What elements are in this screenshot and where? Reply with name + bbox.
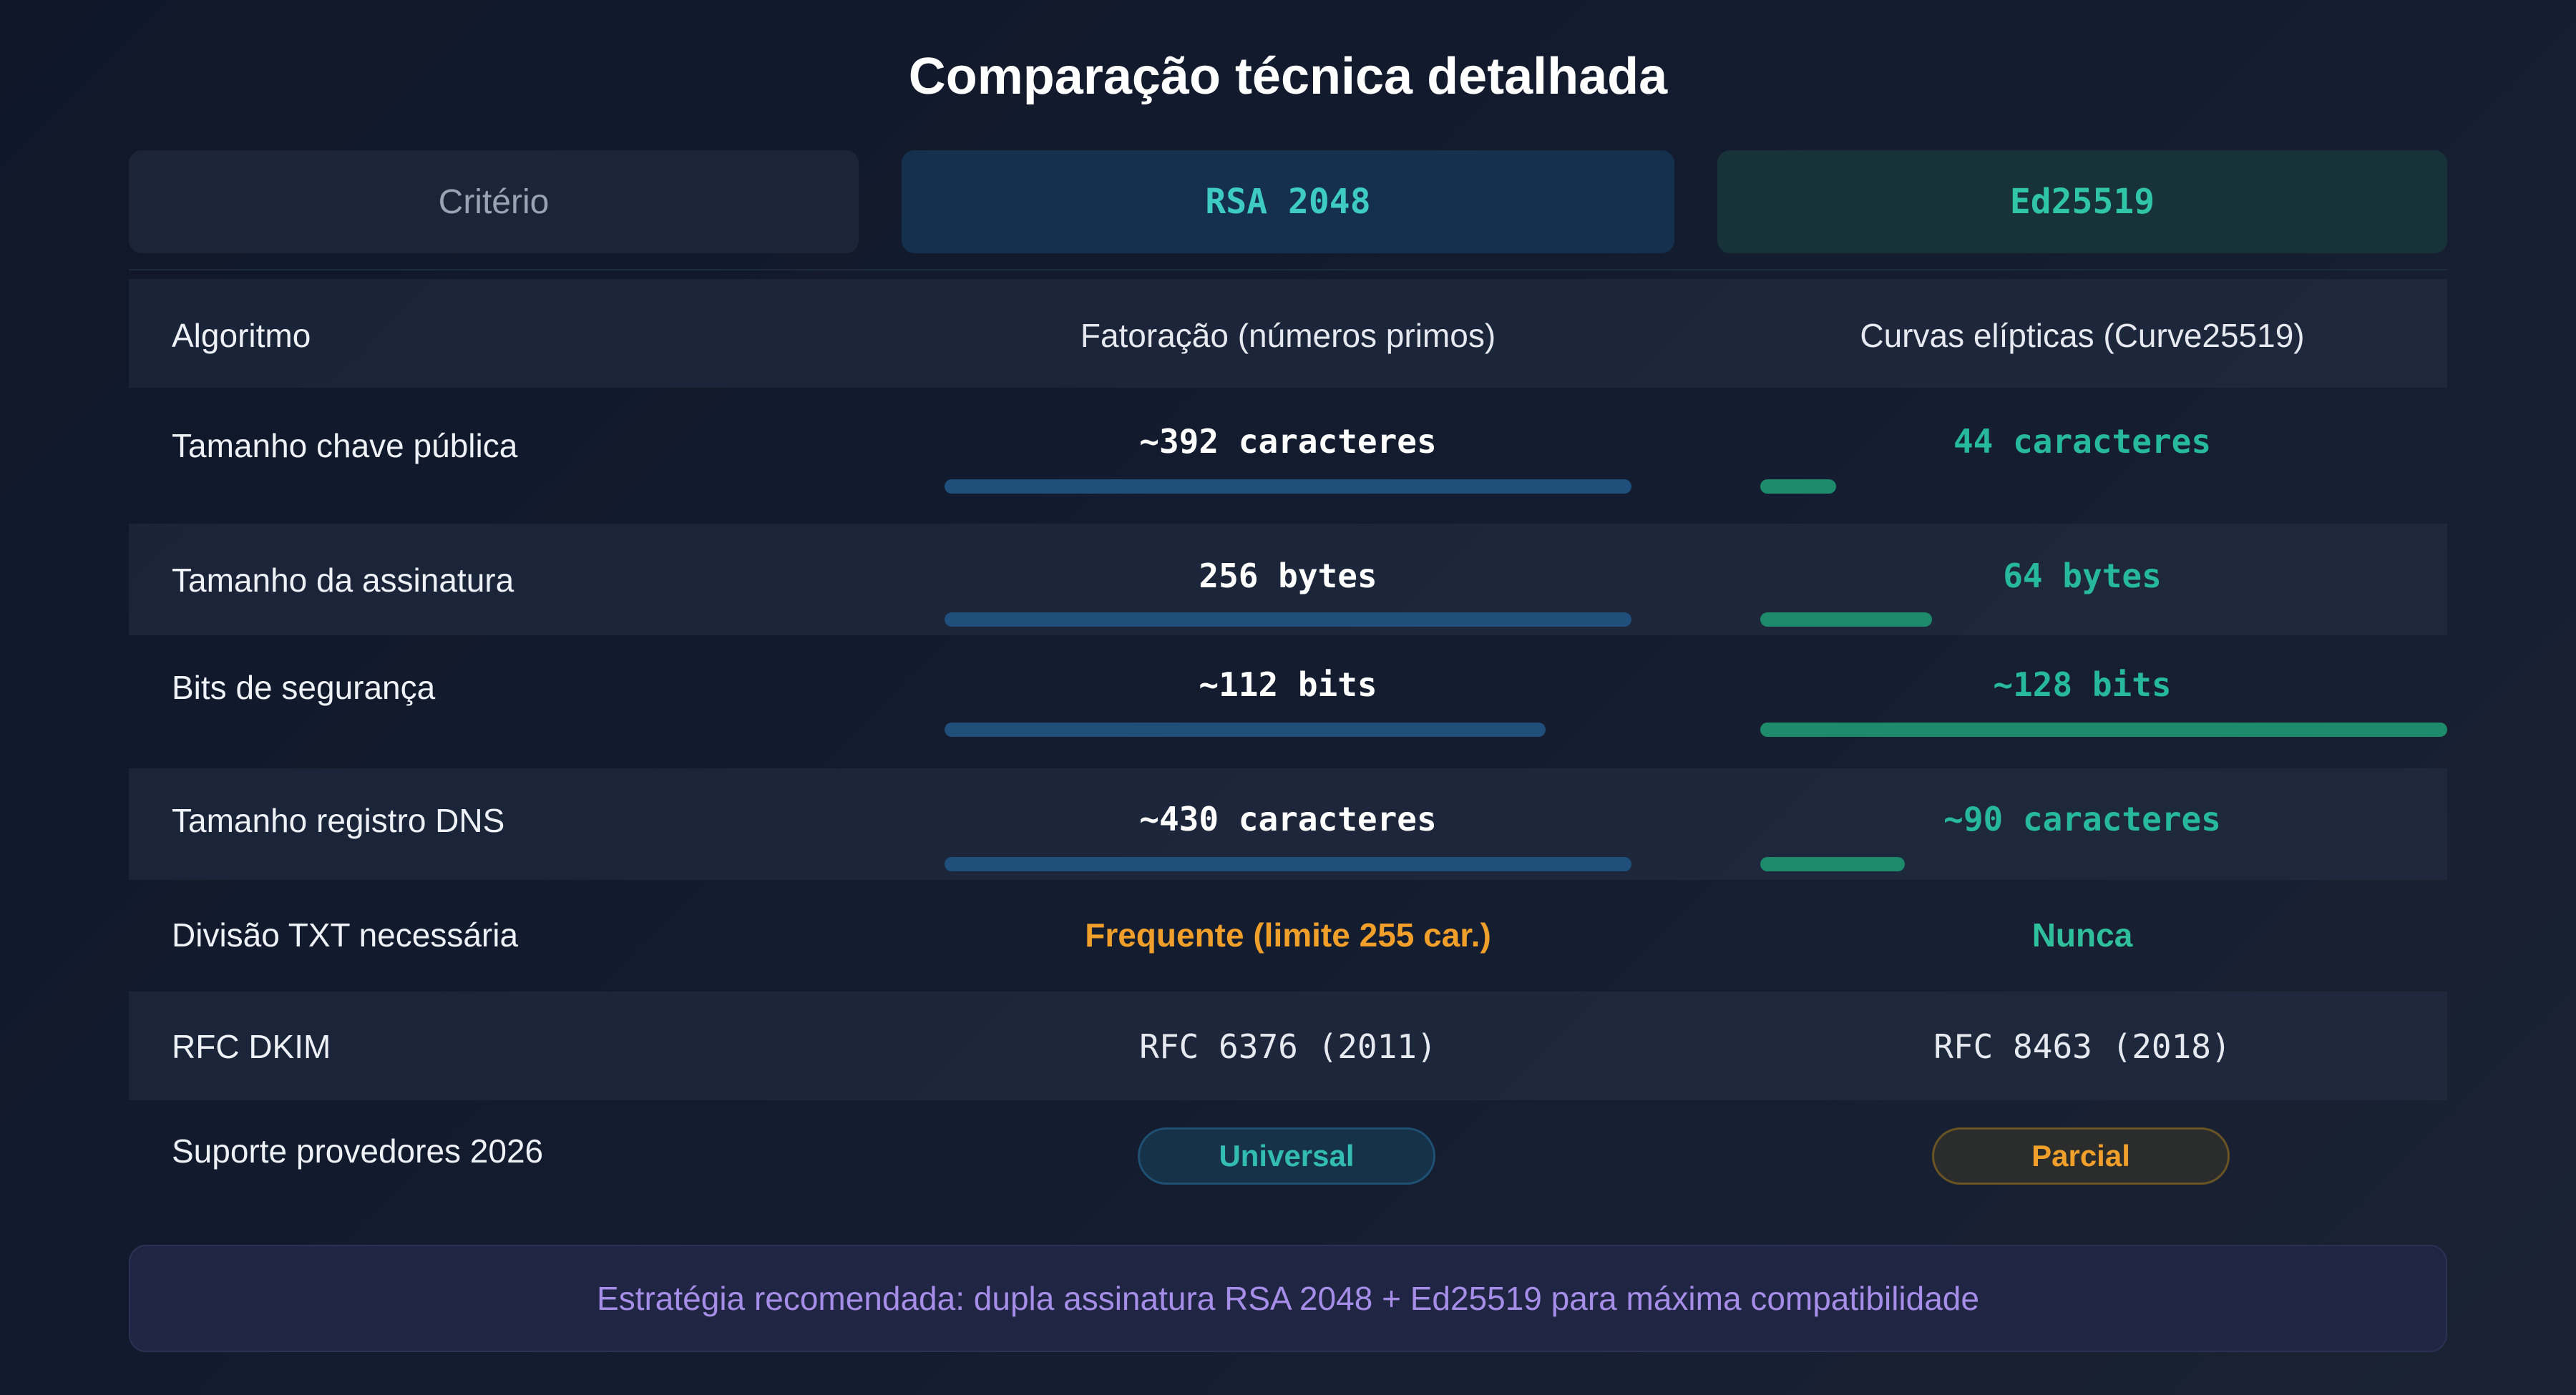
recommendation-banner: Estratégia recomendada: dupla assinatura…	[129, 1245, 2447, 1352]
row-security-bits: Bits de segurança ~112 bits ~128 bits	[129, 635, 2447, 768]
rsa-value: 256 bytes	[1199, 557, 1377, 595]
ed-value: ~128 bits	[1993, 665, 2172, 704]
rsa-value: Frequente (limite 255 car.)	[1085, 916, 1491, 954]
row-dns-record-size: Tamanho registro DNS ~430 caracteres ~90…	[129, 768, 2447, 880]
row-label: Tamanho da assinatura	[172, 562, 514, 599]
row-label: Divisão TXT necessária	[172, 916, 519, 954]
row-label: RFC DKIM	[172, 1028, 331, 1065]
rsa-value: ~112 bits	[1199, 665, 1377, 704]
ed-value: Nunca	[2031, 916, 2133, 954]
rsa-value: ~392 caracteres	[1139, 422, 1437, 461]
rsa-value: RFC 6376 (2011)	[1139, 1027, 1437, 1066]
header-criterion: Critério	[129, 150, 859, 253]
header-divider	[129, 269, 2447, 270]
row-label: Algoritmo	[172, 317, 311, 354]
support-badge-partial: Parcial	[1932, 1127, 2230, 1185]
row-label: Tamanho chave pública	[172, 427, 518, 464]
rsa-size-bar	[945, 479, 1631, 494]
ed-value: 44 caracteres	[1953, 422, 2212, 461]
rsa-value: ~430 caracteres	[1139, 800, 1437, 838]
row-signature-size: Tamanho da assinatura 256 bytes 64 bytes	[129, 524, 2447, 635]
ed-value: ~90 caracteres	[1943, 800, 2221, 838]
ed-size-bar	[1760, 479, 1836, 494]
row-rfc-dkim: RFC DKIM RFC 6376 (2011) RFC 8463 (2018)	[129, 992, 2447, 1100]
row-algorithm: Algoritmo Fatoração (números primos) Cur…	[129, 279, 2447, 388]
row-public-key-size: Tamanho chave pública ~392 caracteres 44…	[129, 388, 2447, 524]
rsa-size-bar	[945, 612, 1631, 627]
support-badge-universal: Universal	[1138, 1127, 1435, 1185]
ed-size-bar	[1760, 612, 1932, 627]
rsa-size-bar	[945, 857, 1631, 871]
ed-value: Curvas elípticas (Curve25519)	[1860, 317, 2305, 354]
ed-value: RFC 8463 (2018)	[1933, 1027, 2231, 1066]
row-label: Suporte provedores 2026	[172, 1132, 544, 1170]
rsa-value: Fatoração (números primos)	[1080, 317, 1496, 354]
page-title: Comparação técnica detalhada	[908, 48, 1668, 105]
header-rsa-2048: RSA 2048	[902, 150, 1674, 253]
ed-size-bar	[1760, 723, 2447, 737]
rsa-size-bar	[945, 723, 1546, 737]
row-label: Tamanho registro DNS	[172, 802, 505, 839]
row-label: Bits de segurança	[172, 669, 436, 706]
ed-value: 64 bytes	[2003, 557, 2162, 595]
ed-size-bar	[1760, 857, 1905, 871]
row-provider-support: Suporte provedores 2026 Universal Parcia…	[129, 1100, 2447, 1215]
row-txt-split: Divisão TXT necessária Frequente (limite…	[129, 880, 2447, 992]
header-ed25519: Ed25519	[1717, 150, 2447, 253]
